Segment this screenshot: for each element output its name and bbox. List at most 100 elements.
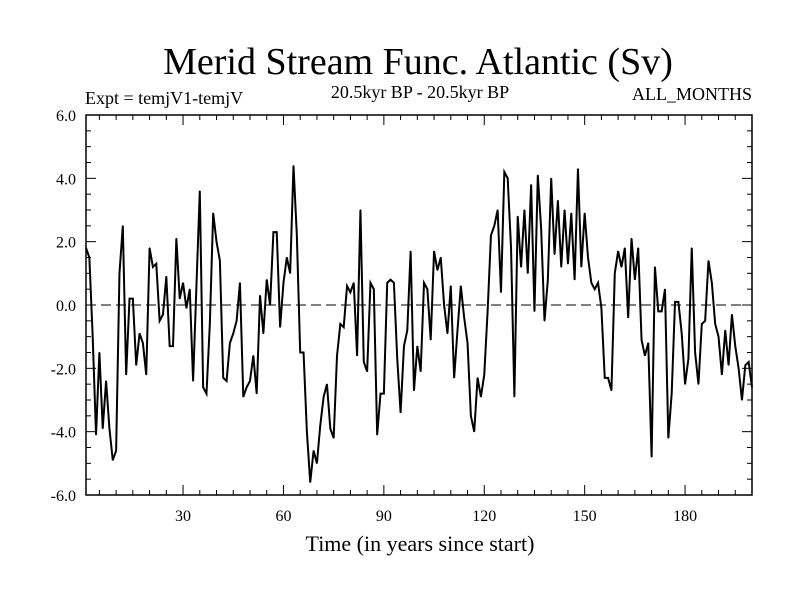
data-point [410, 250, 412, 252]
data-point [577, 168, 579, 170]
x-tick-label: 60 [275, 508, 291, 525]
data-point [731, 313, 733, 316]
data-point [664, 288, 666, 290]
data-point [570, 212, 572, 214]
data-point [744, 364, 746, 366]
data-point [312, 450, 315, 452]
data-point [550, 177, 552, 179]
data-point [450, 285, 452, 287]
data-point [661, 310, 663, 312]
y-axis: -6.0 -4.0 -2.0 0.0 2.0 4.0 6.0 [51, 108, 752, 505]
data-point [426, 288, 428, 290]
data-point [162, 313, 164, 316]
data-point [232, 332, 234, 335]
data-point [674, 301, 676, 303]
data-point [369, 282, 372, 284]
data-point [279, 326, 281, 328]
data-point [423, 282, 425, 284]
data-point [246, 386, 248, 388]
data-point [125, 374, 127, 376]
data-point [701, 323, 703, 325]
data-point [386, 282, 388, 284]
data-point [209, 323, 211, 325]
y-tick-label: 0.0 [56, 298, 76, 315]
data-point [249, 380, 251, 382]
data-point [323, 396, 325, 398]
data-point [336, 355, 338, 357]
data-point [132, 298, 134, 300]
data-point [333, 437, 335, 439]
data-point [145, 374, 147, 376]
data-point [88, 256, 90, 259]
data-point [473, 431, 475, 433]
x-tick-label: 120 [472, 508, 496, 525]
data-point [644, 355, 646, 357]
data-point [610, 389, 613, 392]
data-point [269, 304, 271, 306]
data-point [172, 345, 174, 347]
data-point [252, 355, 254, 357]
data-point [677, 301, 679, 303]
data-point [416, 345, 418, 347]
data-point [483, 374, 485, 376]
data-point [296, 234, 298, 236]
y-tick-label: -4.0 [51, 425, 76, 442]
data-point [527, 272, 529, 274]
data-point [463, 317, 465, 319]
data-point [711, 282, 713, 284]
data-point [212, 212, 214, 214]
y-tick-label: -6.0 [51, 488, 76, 505]
data-point [266, 279, 268, 281]
data-point [697, 383, 700, 385]
data-point [215, 241, 218, 243]
data-point [148, 247, 151, 249]
data-point [195, 285, 198, 287]
data-point [517, 215, 519, 217]
data-point [430, 339, 432, 341]
data-point [242, 396, 244, 398]
data-point [671, 393, 673, 395]
x-axis-label: Time (in years since start) [306, 531, 535, 556]
data-point [383, 393, 385, 395]
data-point [138, 332, 141, 335]
data-point [630, 237, 633, 240]
data-point [396, 358, 398, 360]
data-point [460, 285, 462, 287]
data-point [617, 250, 619, 252]
data-point [366, 370, 368, 373]
data-point [346, 285, 348, 287]
data-point [634, 279, 636, 281]
data-point [563, 209, 566, 211]
plot-frame [85, 114, 753, 496]
data-point [704, 320, 706, 322]
data-point [299, 351, 301, 354]
data-point [359, 209, 362, 211]
data-point [667, 437, 669, 439]
data-point [567, 263, 569, 265]
data-point [363, 361, 365, 363]
data-point [199, 190, 201, 192]
data-point [436, 269, 439, 271]
data-point [493, 225, 495, 227]
data-point [587, 256, 589, 259]
data-point [607, 377, 609, 379]
data-point [627, 317, 629, 319]
data-point [343, 326, 345, 328]
data-point [189, 288, 191, 290]
data-point [98, 351, 100, 354]
data-point [165, 275, 167, 278]
y-tick-label: 2.0 [56, 235, 76, 252]
data-point [115, 450, 117, 452]
data-point [229, 342, 231, 344]
data-point [543, 320, 546, 322]
data-point [222, 377, 224, 379]
data-point [329, 427, 331, 430]
data-point [272, 231, 275, 233]
data-point [403, 345, 405, 347]
data-point [95, 434, 97, 436]
data-point [741, 399, 743, 401]
data-point [292, 165, 295, 167]
chart-subtitle-right: ALL_MONTHS [632, 84, 752, 104]
data-point [533, 310, 536, 312]
